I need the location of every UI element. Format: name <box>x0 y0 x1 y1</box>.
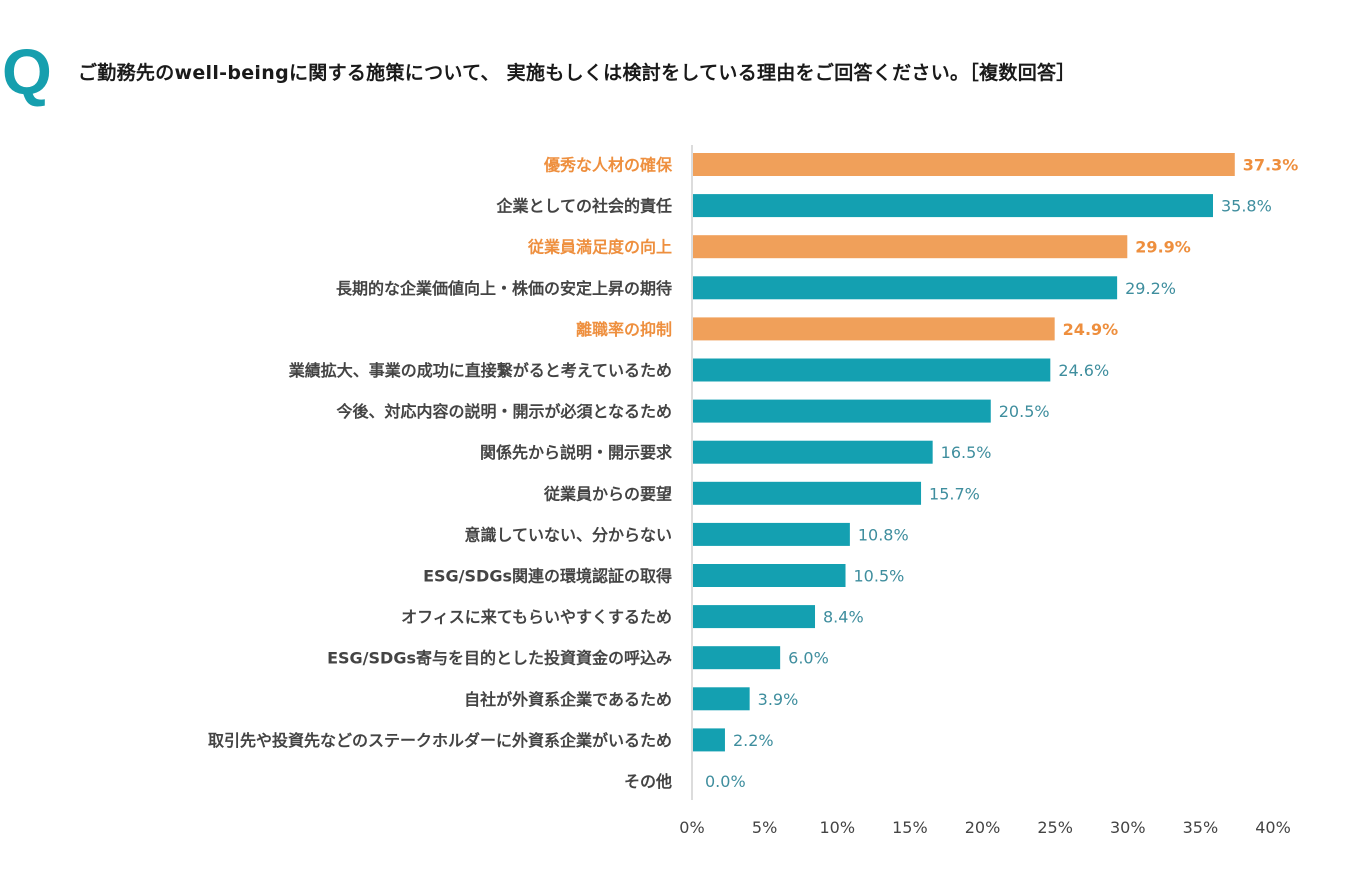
category-label: ESG/SDGs関連の環境認証の取得 <box>423 567 672 586</box>
category-label: 従業員満足度の向上 <box>527 238 672 257</box>
bar <box>693 194 1213 218</box>
x-tick-label: 30% <box>1110 818 1146 837</box>
category-label: 業績拡大、事業の成功に直接繋がると考えているため <box>288 361 672 380</box>
value-label: 0.0% <box>705 772 746 791</box>
value-label: 24.9% <box>1063 320 1119 339</box>
category-label: 離職率の抑制 <box>576 320 672 339</box>
category-label: その他 <box>624 772 672 791</box>
x-tick-labels: 0% 5% 10% 15% 20% 25% 30% 35% 40% <box>679 818 1290 837</box>
value-label: 29.9% <box>1135 238 1191 257</box>
bar <box>693 399 991 423</box>
value-label: 24.6% <box>1058 361 1109 380</box>
category-label: 取引先や投資先などのステークホルダーに外資系企業がいるため <box>208 731 672 750</box>
bars-group <box>693 153 1235 752</box>
bar <box>693 481 922 505</box>
bar <box>693 728 725 752</box>
value-label: 2.2% <box>733 731 774 750</box>
value-label: 6.0% <box>788 649 829 668</box>
value-label: 10.5% <box>854 567 905 586</box>
value-label: 15.7% <box>929 484 980 503</box>
x-tick-label: 15% <box>892 818 928 837</box>
bar <box>693 605 816 629</box>
q-mark: Q <box>2 36 52 108</box>
value-label: 10.8% <box>858 525 909 544</box>
bar <box>693 235 1128 259</box>
category-label: 従業員からの要望 <box>543 484 672 503</box>
category-label: 企業としての社会的責任 <box>495 197 672 216</box>
category-label: 長期的な企業価値向上・株価の安定上昇の期待 <box>336 279 672 298</box>
value-label: 20.5% <box>999 402 1050 421</box>
bar <box>693 440 933 464</box>
category-label: 自社が外資系企業であるため <box>464 690 672 709</box>
value-labels: 37.3% 35.8% 29.9% 29.2% 24.9% 24.6% 20.5% 16.5%… <box>705 156 1298 792</box>
category-label: 意識していない、分からない <box>464 525 672 544</box>
bar <box>693 358 1051 382</box>
category-label: ESG/SDGs寄与を目的とした投資資金の呼込み <box>327 649 672 668</box>
bar <box>693 153 1235 176</box>
value-label: 16.5% <box>941 443 992 462</box>
bar <box>693 522 850 546</box>
value-label: 29.2% <box>1125 279 1176 298</box>
x-tick-label: 5% <box>752 818 777 837</box>
x-tick-label: 35% <box>1183 818 1219 837</box>
category-label: 関係先から説明・開示要求 <box>480 443 673 462</box>
x-tick-label: 40% <box>1255 818 1291 837</box>
x-tick-label: 20% <box>965 818 1001 837</box>
bar <box>693 317 1055 341</box>
bar <box>693 564 846 587</box>
x-tick-label: 10% <box>819 818 855 837</box>
x-tick-label: 0% <box>679 818 704 837</box>
bar <box>693 646 781 670</box>
category-labels: 優秀な人材の確保企業としての社会的責任従業員満足度の向上長期的な企業価値向上・株… <box>208 156 673 792</box>
x-tick-label: 25% <box>1037 818 1073 837</box>
value-label: 3.9% <box>758 690 799 709</box>
chart-title: ご勤務先のwell-beingに関する施策について、 実施もしくは検討をしている… <box>78 62 1076 84</box>
category-label: 今後、対応内容の説明・開示が必須となるため <box>335 402 672 421</box>
bar <box>693 276 1118 300</box>
category-label: オフィスに来てもらいやすくするため <box>401 608 672 627</box>
value-label: 35.8% <box>1221 197 1272 216</box>
bar <box>693 687 750 711</box>
category-label: 優秀な人材の確保 <box>543 156 673 175</box>
value-label: 37.3% <box>1243 156 1299 175</box>
value-label: 8.4% <box>823 608 864 627</box>
